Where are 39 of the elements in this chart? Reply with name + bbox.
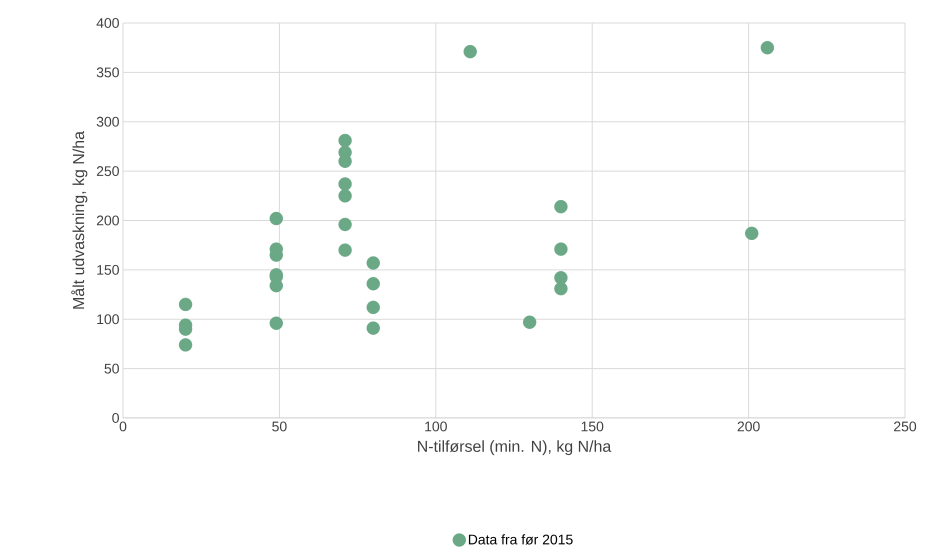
point — [366, 321, 380, 335]
y-tick-label: 150 — [97, 264, 119, 275]
y-tick-label: 250 — [96, 166, 119, 176]
x-tick-label: 150 — [582, 422, 604, 432]
x-tick-label: 0 — [120, 422, 126, 432]
point — [522, 316, 536, 329]
point — [338, 243, 352, 257]
y-tick-label: 300 — [96, 116, 119, 127]
x-tick-label: 50 — [272, 422, 287, 432]
point — [338, 189, 352, 203]
x-tick-label: 200 — [738, 422, 760, 432]
legend-label: Data fra før 2015 — [468, 534, 573, 545]
point — [270, 212, 283, 226]
point — [366, 256, 380, 270]
y-axis-title: Målt udvaskning, kg N/ha — [71, 131, 88, 309]
y-tick-label: 0 — [112, 413, 119, 423]
y-tick-label: 350 — [96, 67, 119, 78]
y-tick-label: 50 — [104, 364, 119, 374]
x-axis-title: N-tilførsel (min. N), kg N/ha — [418, 440, 612, 456]
x-tick-label: 250 — [894, 422, 916, 432]
y-tick-label: 100 — [97, 314, 119, 324]
point — [554, 242, 568, 256]
point — [760, 40, 774, 54]
point — [338, 218, 352, 232]
point — [366, 277, 380, 290]
y-tick-label: 200 — [96, 216, 119, 226]
point — [366, 300, 380, 314]
point — [178, 298, 192, 312]
point — [338, 177, 352, 191]
point — [338, 134, 352, 148]
point — [745, 226, 758, 240]
point — [338, 154, 352, 168]
point — [178, 338, 192, 352]
y-tick-label: 400 — [96, 18, 119, 28]
point — [464, 44, 477, 58]
point — [270, 316, 283, 330]
point — [554, 200, 568, 214]
point — [554, 282, 568, 296]
x-tick-label: 100 — [425, 422, 447, 432]
